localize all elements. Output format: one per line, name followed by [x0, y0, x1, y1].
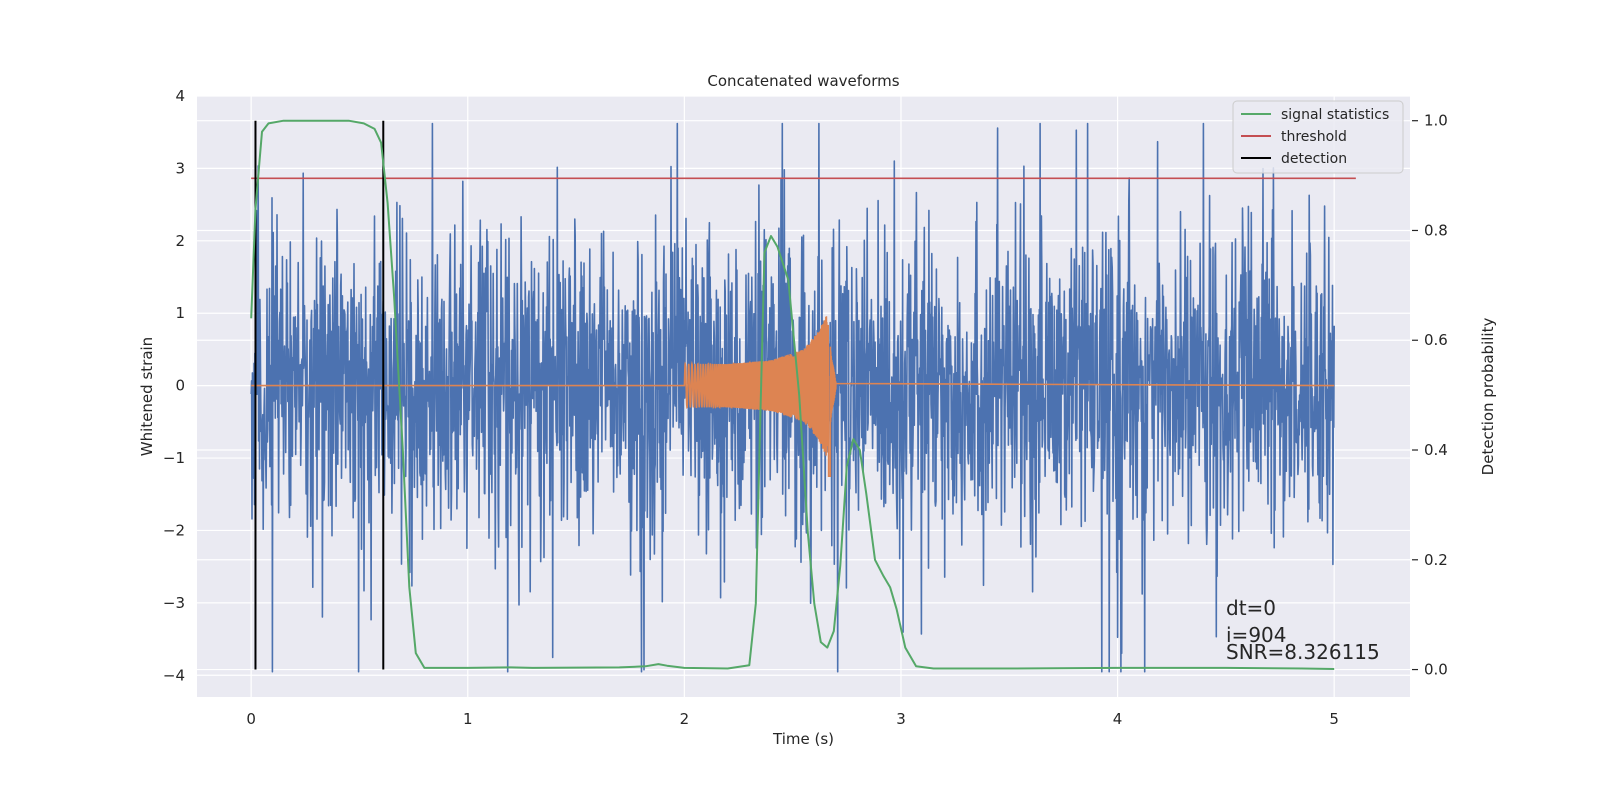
- x-tick-label: 3: [896, 710, 906, 728]
- y2-tick-label: 0.4: [1424, 441, 1448, 459]
- y-tick-label: −2: [163, 521, 185, 539]
- annotation-text: dt=0: [1226, 596, 1276, 620]
- y2-tick-label: 0.6: [1424, 331, 1448, 349]
- x-tick-label: 5: [1329, 710, 1339, 728]
- y-tick-label: 3: [175, 159, 185, 177]
- y-tick-label: 1: [175, 304, 185, 322]
- x-tick-label: 4: [1113, 710, 1123, 728]
- y-tick-label: −3: [163, 594, 185, 612]
- y-tick-label: −1: [163, 449, 185, 467]
- annotation-text: i=904: [1226, 623, 1287, 647]
- series-layer: [250, 119, 1356, 673]
- signal-statistics-series: [250, 119, 1335, 670]
- x-tick-label: 2: [680, 710, 690, 728]
- x-axis-label: Time (s): [772, 730, 834, 748]
- y-tick-label: −4: [163, 666, 185, 684]
- y2-tick-label: 0.0: [1424, 661, 1448, 679]
- y-tick-label: 0: [175, 377, 185, 395]
- injected-waveform-series: [251, 316, 1335, 477]
- y2-axis-label: Detection probability: [1479, 318, 1497, 476]
- y2-tick-label: 0.8: [1424, 221, 1448, 239]
- y-axis-label: Whitened strain: [138, 337, 156, 456]
- legend-label-threshold: threshold: [1281, 129, 1347, 145]
- legend-box: [1232, 100, 1404, 174]
- legend-label-signal-statistics: signal statistics: [1281, 107, 1389, 123]
- y2-tick-label: 0.2: [1424, 551, 1448, 569]
- ticks: 0 1 2 3 4 5 −4 −3 −2 −1 0 1 2 3 4 0.0 0.2 0.4 0.6 0.8 1.0: [163, 87, 1448, 728]
- y2-tick-label: 1.0: [1424, 112, 1448, 130]
- legend-label-detection: detection: [1281, 151, 1347, 167]
- annotation-text: SNR=8.326115: [1226, 640, 1380, 664]
- chart-title: Concatenated waveforms: [707, 72, 899, 90]
- y-tick-label: 4: [175, 87, 185, 105]
- x-tick-label: 1: [463, 710, 473, 728]
- x-tick-label: 0: [246, 710, 256, 728]
- y-tick-label: 2: [175, 232, 185, 250]
- legend: signal statistics threshold detection: [1232, 100, 1404, 174]
